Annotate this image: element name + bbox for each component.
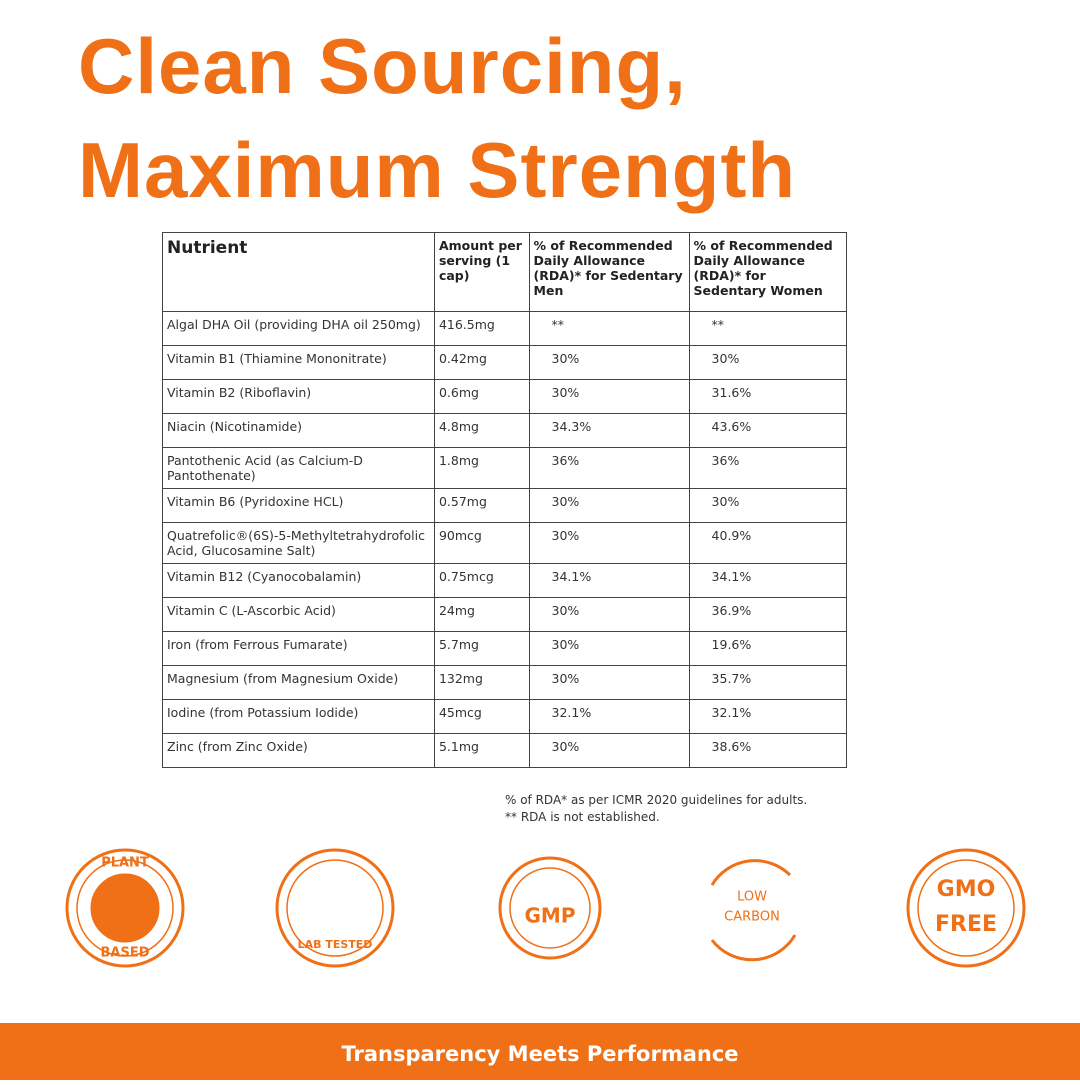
table-cell: Iron (from Ferrous Fumarate) [162,631,435,666]
badge-text: GMO [937,877,996,902]
table-row: Zinc (from Zinc Oxide) 5.1mg 30% 38.6% [162,733,848,768]
table-cell: 90mcg [433,522,530,564]
table-row: Vitamin B1 (Thiamine Mononitrate) 0.42mg 3… [162,345,848,380]
table-row: Magnesium (from Magnesium Oxide) 132mg 30%… [162,665,848,700]
title-line: Clean Sourcing, [78,22,687,110]
table-row: Vitamin B6 (Pyridoxine HCL) 0.57mg 30% 30% [162,488,848,523]
title: Clean Sourcing, Maximum Strength [78,14,796,222]
table-cell: 30% [528,488,690,523]
table-cell: 30% [528,665,690,700]
table-row: Vitamin B2 (Riboflavin) 0.6mg 30% 31.6% [162,379,848,414]
table-cell: 32.1% [688,699,848,734]
table-cell: 416.5mg [433,311,530,346]
table-cell: Magnesium (from Magnesium Oxide) [162,665,435,700]
table-cell: 34.1% [688,563,848,598]
title-line: Maximum Strength [78,126,797,214]
table-row: Algal DHA Oil (providing DHA oil 250mg) 4… [162,311,848,346]
table-cell: 30% [528,597,690,632]
table-cell: 30% [528,631,690,666]
table-cell: 30% [688,488,848,523]
table-cell: ** [688,311,848,346]
table-cell: 19.6% [688,631,848,666]
badge-text: BASED [100,946,149,961]
footer: Transparency Meets Performance [0,1023,1080,1080]
table-cell: 30% [688,345,848,380]
table-cell: 1.8mg [433,447,530,489]
table-cell: 40.9% [688,522,848,564]
table-cell: Zinc (from Zinc Oxide) [162,733,435,768]
table-cell: 5.7mg [433,631,530,666]
table-cell: 32.1% [528,699,690,734]
badges: PLANT BASED LAB TESTED GMP LOW CARBON GM… [65,848,1026,968]
column-header: % of Recommended Daily Allowance (RDA)* … [528,232,690,312]
badge-text: PLANT [101,856,149,871]
table-cell: Vitamin C (L-Ascorbic Acid) [162,597,435,632]
footnote: % of RDA* as per ICMR 2020 guidelines fo… [505,793,808,807]
table-cell: Iodine (from Potassium Iodide) [162,699,435,734]
table-cell: Pantothenic Acid (as Calcium-D Pantothen… [162,447,435,489]
badge-text: LOW [737,890,767,905]
badge-text: CARBON [724,910,780,925]
table-cell: 30% [528,345,690,380]
table-row: Pantothenic Acid (as Calcium-D Pantothen… [162,447,848,489]
table-row: Vitamin C (L-Ascorbic Acid) 24mg 30% 36.9% [162,597,848,632]
table-cell: Vitamin B12 (Cyanocobalamin) [162,563,435,598]
table-cell: 30% [528,733,690,768]
table-row: Iodine (from Potassium Iodide) 45mcg 32.1%… [162,699,848,734]
table-cell: Niacin (Nicotinamide) [162,413,435,448]
table-cell: 38.6% [688,733,848,768]
table-cell: Quatrefolic®(6S)-5-Methyltetrahydrofolic… [162,522,435,564]
table-cell: 36% [688,447,848,489]
table-cell: 34.3% [528,413,690,448]
column-header: % of Recommended Daily Allowance (RDA)* … [688,232,848,312]
table-cell: 30% [528,522,690,564]
table-cell: Vitamin B6 (Pyridoxine HCL) [162,488,435,523]
table-cell: 36% [528,447,690,489]
table-cell: 132mg [433,665,530,700]
column-header: Nutrient [162,232,435,312]
table-cell: 34.1% [528,563,690,598]
footnotes: % of RDA* as per ICMR 2020 guidelines fo… [505,792,807,826]
badge-text: GMP [525,904,576,928]
table-cell: 36.9% [688,597,848,632]
table-cell: 45mcg [433,699,530,734]
nutrient-table: Nutrient Amount per serving (1 cap)% of R… [162,232,848,768]
table-cell: 0.6mg [433,379,530,414]
table-cell: 5.1mg [433,733,530,768]
table-cell: Algal DHA Oil (providing DHA oil 250mg) [162,311,435,346]
table-cell: 30% [528,379,690,414]
table-cell: 4.8mg [433,413,530,448]
table-row: Vitamin B12 (Cyanocobalamin) 0.75mcg 34.1%… [162,563,848,598]
footnote: ** RDA is not established. [505,810,660,824]
table-cell: 0.57mg [433,488,530,523]
table-cell: 0.75mcg [433,563,530,598]
column-header: Amount per serving (1 cap) [433,232,530,312]
badge-text: LAB TESTED [298,938,373,951]
table-cell: 31.6% [688,379,848,414]
table-cell: Vitamin B2 (Riboflavin) [162,379,435,414]
badge-text: FREE [935,912,997,937]
table-cell: 24mg [433,597,530,632]
table-cell: 43.6% [688,413,848,448]
table-row: Iron (from Ferrous Fumarate) 5.7mg 30% 19.6… [162,631,848,666]
table-cell: 35.7% [688,665,848,700]
table-cell: Vitamin B1 (Thiamine Mononitrate) [162,345,435,380]
table-row: Quatrefolic®(6S)-5-Methyltetrahydrofolic… [162,522,848,564]
table-row: Niacin (Nicotinamide) 4.8mg 34.3% 43.6% [162,413,848,448]
table-cell: ** [528,311,690,346]
table-cell: 0.42mg [433,345,530,380]
